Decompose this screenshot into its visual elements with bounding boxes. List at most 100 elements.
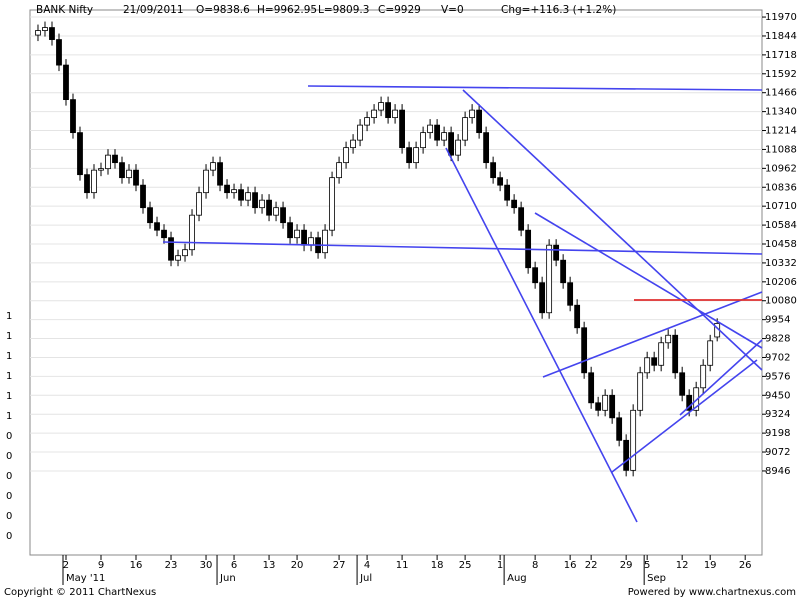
trend-line xyxy=(679,339,763,416)
candle-body xyxy=(245,192,251,201)
candle-body xyxy=(637,372,644,411)
candle-body xyxy=(567,282,574,306)
candle-body xyxy=(693,387,700,411)
candle-body xyxy=(504,184,511,201)
candle-body xyxy=(469,109,476,119)
y-tick-label: 9198 xyxy=(765,428,790,439)
y-tick-label: 10458 xyxy=(765,239,797,250)
x-tick-label: 1 xyxy=(497,560,503,571)
x-tick-label: 8 xyxy=(532,560,538,571)
candles xyxy=(35,21,721,477)
month-label: Jun xyxy=(219,573,236,584)
candle-body xyxy=(301,229,307,246)
y-tick-label: 11088 xyxy=(765,144,797,155)
left-axis-label: 0 xyxy=(6,451,12,462)
candle-body xyxy=(105,154,111,170)
candle-body xyxy=(441,132,448,141)
header-stat: L=9809.3 xyxy=(318,4,369,16)
y-tick-label: 10080 xyxy=(765,296,797,307)
candle-body xyxy=(175,255,181,261)
chart-title: BANK Nifty xyxy=(36,4,93,16)
candle-body xyxy=(532,267,539,284)
left-axis-label: 0 xyxy=(6,431,12,442)
candle-body xyxy=(595,402,602,411)
candle-body xyxy=(182,249,188,257)
candle-body xyxy=(189,214,195,251)
x-tick-label: 2 xyxy=(63,560,69,571)
candle-body xyxy=(658,342,665,366)
candle-body xyxy=(385,102,391,119)
x-tick-label: 23 xyxy=(165,560,178,571)
candle-body xyxy=(399,109,405,149)
candle-body xyxy=(357,124,363,141)
candle-body xyxy=(343,147,349,164)
candle-body xyxy=(609,394,616,419)
candle-body xyxy=(49,27,55,40)
candle-body xyxy=(434,124,441,141)
candle-body xyxy=(539,282,546,314)
candle-body xyxy=(329,177,335,231)
candle-body xyxy=(168,237,174,261)
y-tick-label: 9450 xyxy=(765,390,790,401)
x-tick-label: 25 xyxy=(459,560,472,571)
candle-body xyxy=(455,139,462,156)
month-label: May '11 xyxy=(66,573,105,584)
candle-body xyxy=(42,27,48,31)
left-axis-label: 0 xyxy=(6,471,12,482)
left-axis-label: 0 xyxy=(6,531,12,542)
x-tick-label: 13 xyxy=(263,560,276,571)
candle-body xyxy=(546,244,553,314)
y-tick-label: 11214 xyxy=(765,126,797,137)
candle-body xyxy=(280,207,286,224)
candle-body xyxy=(203,169,209,194)
x-tick-label: 16 xyxy=(564,560,577,571)
y-tick-label: 10962 xyxy=(765,163,797,174)
candle-body xyxy=(238,189,244,201)
candle-body xyxy=(35,30,41,36)
candle-body xyxy=(196,192,202,216)
x-tick-label: 20 xyxy=(291,560,304,571)
candle-body xyxy=(406,147,412,164)
x-tick-label: 4 xyxy=(364,560,370,571)
candle-body xyxy=(378,102,384,111)
y-tick-label: 10836 xyxy=(765,182,797,193)
candle-body xyxy=(63,64,69,101)
header-stat: C=9929 xyxy=(378,4,421,16)
header-stat: 21/09/2011 xyxy=(123,4,184,16)
header-stat: O=9838.6 xyxy=(196,4,250,16)
candle-body xyxy=(497,177,504,186)
y-tick-label: 11970 xyxy=(765,12,797,23)
grid xyxy=(30,16,766,585)
candle-body xyxy=(91,169,97,194)
left-axis-label: 0 xyxy=(6,511,12,522)
candle-body xyxy=(364,117,370,126)
candle-body xyxy=(644,357,651,374)
candle-body xyxy=(112,154,118,164)
candle-body xyxy=(266,199,272,216)
y-tick-label: 10710 xyxy=(765,201,797,212)
month-label: Jul xyxy=(359,573,372,584)
candle-body xyxy=(700,364,707,389)
y-tick-label: 10206 xyxy=(765,277,797,288)
candle-body xyxy=(511,199,518,209)
trend-lines xyxy=(162,85,763,523)
y-tick-label: 10332 xyxy=(765,258,797,269)
candle-body xyxy=(476,109,483,134)
candle-body xyxy=(252,192,258,209)
y-tick-label: 11844 xyxy=(765,31,797,42)
candle-body xyxy=(231,189,237,194)
candle-body xyxy=(322,229,328,254)
candle-body xyxy=(70,99,76,134)
x-tick-label: 6 xyxy=(231,560,237,571)
candle-body xyxy=(294,229,300,239)
plot-frame xyxy=(29,9,763,556)
candle-body xyxy=(392,109,398,119)
candle-body xyxy=(672,334,679,374)
candle-body xyxy=(147,207,153,224)
trend-line xyxy=(542,291,763,378)
candle-body xyxy=(77,132,83,176)
y-tick-label: 9324 xyxy=(765,409,790,420)
x-tick-label: 27 xyxy=(333,560,346,571)
y-tick-label: 9576 xyxy=(765,371,790,382)
candle-body xyxy=(140,184,146,209)
